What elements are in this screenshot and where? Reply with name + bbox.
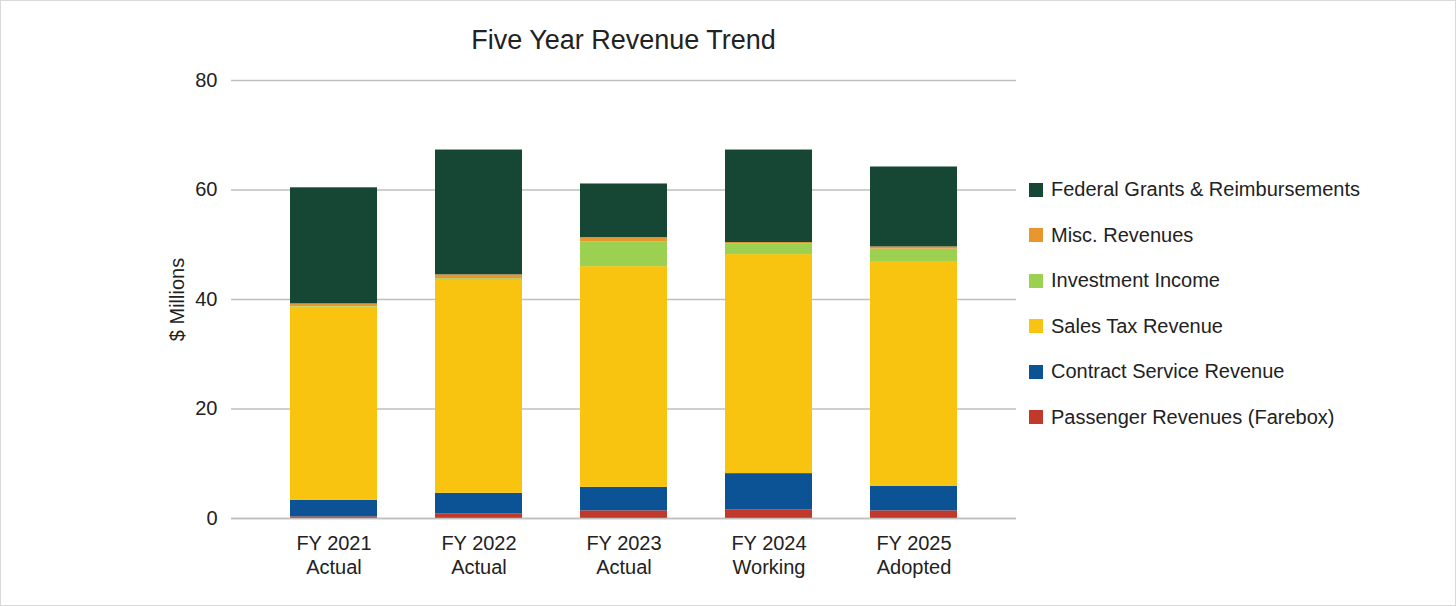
svg-text:0: 0 (206, 507, 217, 529)
svg-text:40: 40 (195, 288, 217, 310)
svg-text:80: 80 (195, 69, 217, 91)
svg-text:20: 20 (195, 397, 217, 419)
html-text:Sales Tax Revenue: Sales Tax Revenue (1051, 314, 1223, 337)
svg-text:60: 60 (195, 178, 217, 200)
svg-text:FY 2021Actual: FY 2021Actual (296, 532, 371, 578)
html-text:Passenger Revenues (Farebox): Passenger Revenues (Farebox) (1051, 405, 1335, 428)
svg-text:FY 2023Actual: FY 2023Actual (586, 532, 661, 578)
html-text:Contract Service Revenue: Contract Service Revenue (1051, 360, 1285, 383)
svg-text:$ Millions: $ Millions (166, 258, 188, 341)
svg-text:FY 2022Actual: FY 2022Actual (441, 532, 516, 578)
html-text:Five Year Revenue Trend: Five Year Revenue Trend (471, 25, 776, 55)
svg-text:FY 2024Working: FY 2024Working (731, 532, 806, 578)
html-text:Federal Grants & Reimbursement: Federal Grants & Reimbursements (1051, 178, 1360, 201)
html-text:Misc. Revenues: Misc. Revenues (1051, 223, 1194, 246)
svg-text:FY 2025Adopted: FY 2025Adopted (876, 532, 951, 578)
html-text:Investment Income: Investment Income (1051, 269, 1220, 292)
